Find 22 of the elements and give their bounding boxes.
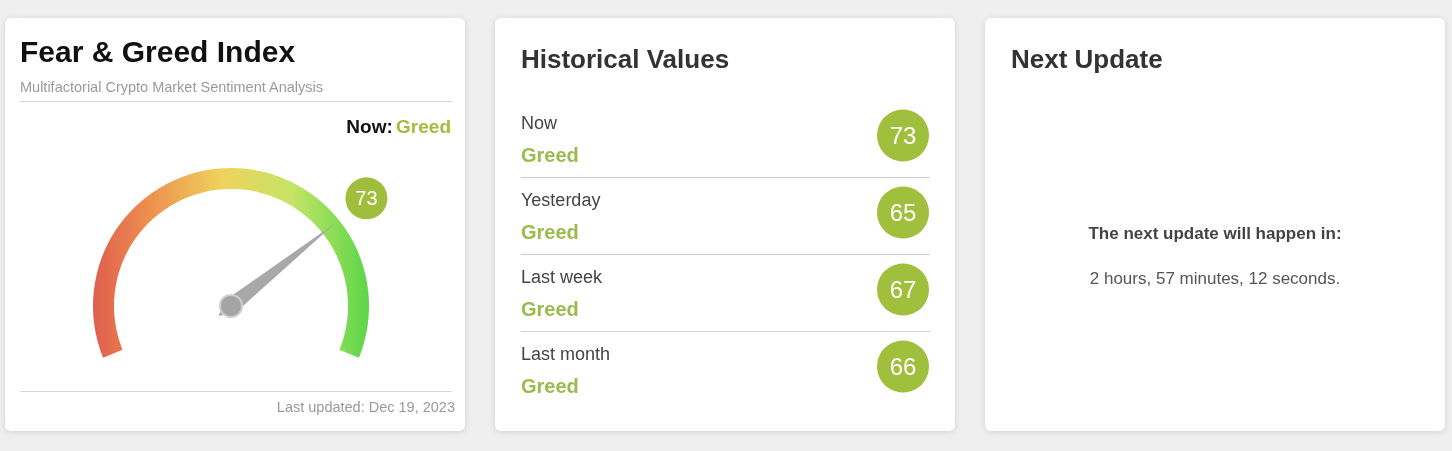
category-label: Last month — [521, 343, 611, 364]
data-label: 65 — [889, 199, 917, 226]
data-label: 66 — [889, 353, 917, 380]
text: Greed — [521, 220, 579, 243]
category-label: Now — [521, 112, 559, 133]
text: Last updated: Dec 19, 2023 — [276, 399, 455, 415]
text: Fear & Greed Index — [20, 34, 296, 68]
text: Greed — [521, 297, 579, 320]
data-label: 73 — [355, 187, 378, 210]
text: The next update will happen in: — [1088, 223, 1342, 243]
text: Greed — [521, 143, 579, 166]
text: 2 hours, 57 minutes, 12 seconds. — [1089, 268, 1341, 288]
text: Multifactorial Crypto Market Sentiment Analysis — [20, 78, 323, 95]
text: Greed — [521, 374, 579, 397]
category-label: Yesterday — [521, 189, 601, 210]
data-label: 67 — [889, 276, 917, 303]
text: Now: — [346, 115, 393, 137]
text: Historical Values — [521, 44, 730, 74]
category-label: Greed — [396, 115, 451, 137]
text: Next Update — [1011, 44, 1163, 74]
data-label: 73 — [889, 122, 917, 149]
category-label: Last week — [521, 266, 604, 287]
